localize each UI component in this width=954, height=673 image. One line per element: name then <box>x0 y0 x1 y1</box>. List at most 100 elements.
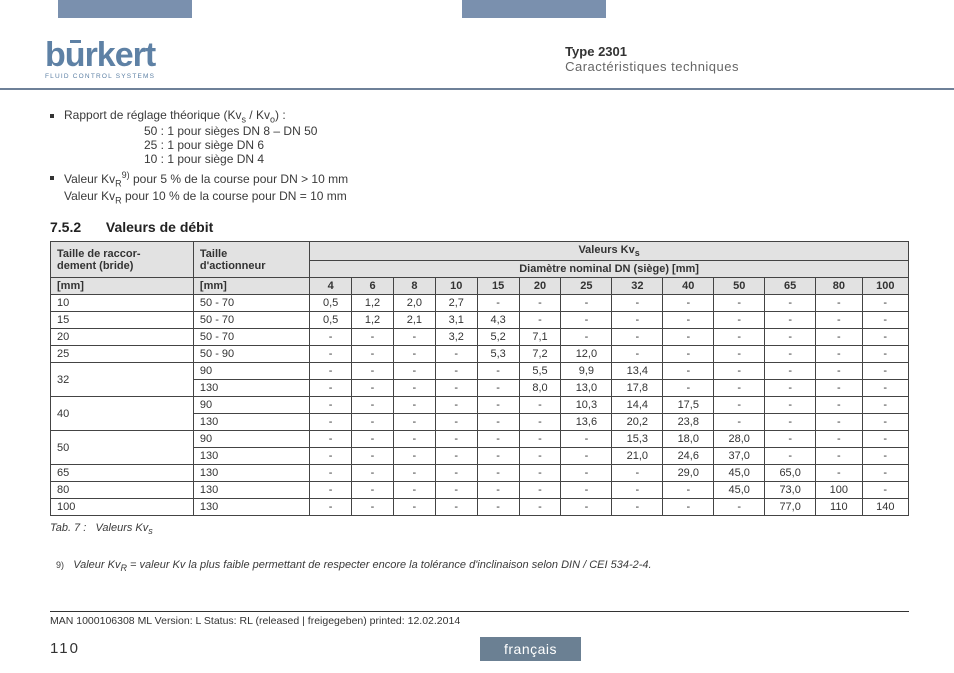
cell-value: - <box>765 363 816 380</box>
cell-action: 90 <box>193 431 309 448</box>
cell-value: - <box>393 414 435 431</box>
cell-value: - <box>862 363 908 380</box>
dn-col: 4 <box>310 278 352 295</box>
cell-value: 3,1 <box>435 312 477 329</box>
cell-value: - <box>352 448 394 465</box>
cell-value: - <box>393 380 435 397</box>
table-body: 1050 - 700,51,22,02,7---------1550 - 700… <box>51 295 909 516</box>
cell-value: - <box>477 431 519 448</box>
cell-value: - <box>765 346 816 363</box>
cell-value: - <box>310 482 352 499</box>
cell-value: 13,0 <box>561 380 612 397</box>
table-row: 65130--------29,045,065,0-- <box>51 465 909 482</box>
page-content: Rapport de réglage théorique (Kvs / Kvo)… <box>0 90 954 573</box>
cell-value: - <box>714 380 765 397</box>
cell-value: 1,2 <box>352 295 394 312</box>
cell-value: 45,0 <box>714 482 765 499</box>
cell-value: - <box>310 346 352 363</box>
cell-value: - <box>393 499 435 516</box>
table-row: 4090------10,314,417,5---- <box>51 397 909 414</box>
cell-value: - <box>663 329 714 346</box>
cell-value: - <box>663 482 714 499</box>
col-action: Taille d'actionneur <box>193 242 309 278</box>
cell-value: 8,0 <box>519 380 561 397</box>
cell-value: 23,8 <box>663 414 714 431</box>
cell-value: - <box>816 448 862 465</box>
cell-value: - <box>714 329 765 346</box>
cell-value: - <box>714 312 765 329</box>
cell-action: 50 - 70 <box>193 312 309 329</box>
cell-value: - <box>612 499 663 516</box>
cell-value: - <box>714 414 765 431</box>
dn-col: 32 <box>612 278 663 295</box>
dn-col: 20 <box>519 278 561 295</box>
cell-value: - <box>393 482 435 499</box>
cell-value: 14,4 <box>612 397 663 414</box>
cell-value: - <box>393 363 435 380</box>
cell-value: - <box>765 414 816 431</box>
cell-raccord: 50 <box>51 431 194 465</box>
cell-raccord: 65 <box>51 465 194 482</box>
cell-value: 1,2 <box>352 312 394 329</box>
cell-value: - <box>310 499 352 516</box>
cell-value: - <box>477 397 519 414</box>
footnote: 9) Valeur KvR = valeur Kv la plus faible… <box>62 559 909 573</box>
cell-action: 50 - 70 <box>193 295 309 312</box>
cell-value: - <box>352 465 394 482</box>
cell-value: - <box>765 448 816 465</box>
cell-value: - <box>612 312 663 329</box>
cell-value: - <box>561 482 612 499</box>
cell-value: 12,0 <box>561 346 612 363</box>
cell-value: 17,8 <box>612 380 663 397</box>
cell-value: - <box>561 465 612 482</box>
cell-value: 5,3 <box>477 346 519 363</box>
cell-value: - <box>352 329 394 346</box>
cell-value: - <box>519 312 561 329</box>
cell-value: - <box>561 431 612 448</box>
cell-value: - <box>765 380 816 397</box>
cell-value: 18,0 <box>663 431 714 448</box>
cell-value: - <box>310 363 352 380</box>
col-diametre: Diamètre nominal DN (siège) [mm] <box>310 261 909 278</box>
table-row: 3290-----5,59,913,4----- <box>51 363 909 380</box>
product-subtitle: Caractéristiques techniques <box>565 59 739 74</box>
table-row: 2550 - 90----5,37,212,0------ <box>51 346 909 363</box>
cell-value: - <box>393 448 435 465</box>
cell-action: 130 <box>193 414 309 431</box>
table-row: 5090-------15,318,028,0--- <box>51 431 909 448</box>
cell-value: - <box>816 465 862 482</box>
dn-col: 8 <box>393 278 435 295</box>
cell-value: 13,6 <box>561 414 612 431</box>
table-row: 1550 - 700,51,22,13,14,3-------- <box>51 312 909 329</box>
cell-value: - <box>816 431 862 448</box>
cell-value: - <box>352 346 394 363</box>
cell-value: 20,2 <box>612 414 663 431</box>
dn-col: 40 <box>663 278 714 295</box>
bullet-item: Rapport de réglage théorique (Kvs / Kvo)… <box>50 108 909 166</box>
cell-value: 77,0 <box>765 499 816 516</box>
page-header: burkert FLUID CONTROL SYSTEMS Type 2301 … <box>0 18 954 90</box>
unit-mm: [mm] <box>51 278 194 295</box>
cell-value: - <box>393 346 435 363</box>
top-color-bars <box>0 0 954 18</box>
cell-value: - <box>816 414 862 431</box>
cell-value: 0,5 <box>310 295 352 312</box>
cell-value: 17,5 <box>663 397 714 414</box>
cell-value: - <box>816 363 862 380</box>
cell-value: 73,0 <box>765 482 816 499</box>
cell-value: - <box>393 329 435 346</box>
cell-value: - <box>663 380 714 397</box>
cell-value: - <box>612 295 663 312</box>
cell-value: - <box>352 482 394 499</box>
cell-value: - <box>663 499 714 516</box>
cell-value: - <box>765 295 816 312</box>
cell-value: 2,7 <box>435 295 477 312</box>
color-bar-right <box>462 0 606 18</box>
cell-value: - <box>765 312 816 329</box>
cell-value: - <box>519 414 561 431</box>
cell-value: - <box>862 329 908 346</box>
cell-value: 140 <box>862 499 908 516</box>
cell-value: - <box>862 295 908 312</box>
cell-value: - <box>519 431 561 448</box>
cell-value: - <box>310 397 352 414</box>
